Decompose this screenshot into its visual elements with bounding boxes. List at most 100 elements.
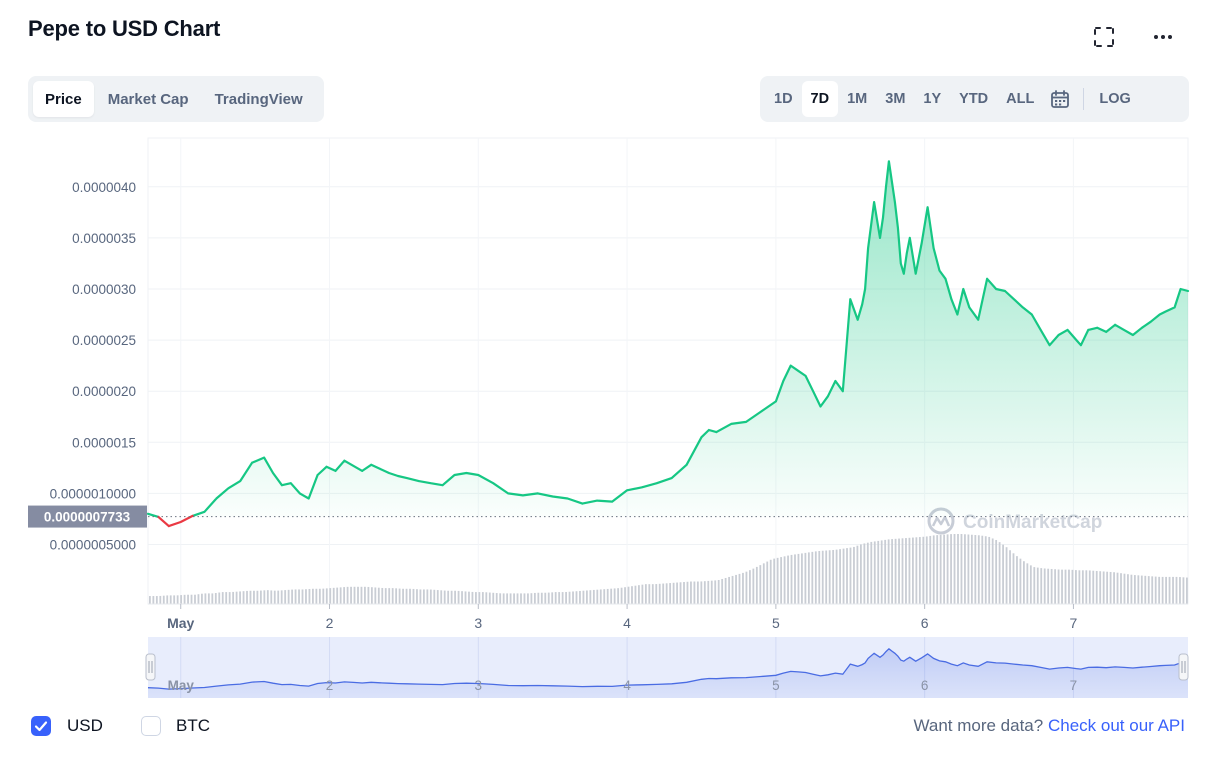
- volume-bar: [807, 552, 810, 604]
- range-1d[interactable]: 1D: [774, 91, 793, 107]
- coinmarketcap-logo-mark: [931, 515, 951, 527]
- volume-bar: [929, 535, 932, 604]
- volume-bar: [1054, 569, 1057, 604]
- volume-bar: [554, 592, 557, 604]
- calendar-icon[interactable]: [1043, 81, 1077, 117]
- range-ytd[interactable]: YTD: [959, 91, 989, 107]
- volume-bar: [530, 593, 533, 604]
- volume-bar: [384, 588, 387, 604]
- volume-bar: [353, 586, 356, 604]
- volume-bar: [422, 589, 425, 604]
- volume-bar: [759, 565, 762, 604]
- volume-bar: [1182, 577, 1185, 604]
- volume-bar: [440, 590, 443, 604]
- volume-bar: [194, 594, 196, 604]
- volume-bar: [280, 590, 283, 604]
- volume-bar: [738, 573, 741, 604]
- volume-bar: [520, 593, 522, 604]
- volume-bar: [627, 586, 630, 604]
- volume-bar: [1123, 573, 1126, 604]
- volume-bar: [232, 591, 235, 604]
- volume-bar: [176, 595, 179, 604]
- volume-bar: [485, 592, 488, 604]
- log-scale-toggle[interactable]: LOG: [1099, 91, 1131, 107]
- volume-bar: [1140, 575, 1143, 604]
- navigator-handle-right[interactable]: [1178, 653, 1189, 681]
- volume-bar: [1033, 567, 1036, 604]
- volume-bar: [859, 544, 862, 604]
- volume-bar: [201, 593, 203, 604]
- usd-checkbox[interactable]: [31, 716, 51, 736]
- range-3m[interactable]: 3M: [885, 91, 906, 107]
- volume-bar: [683, 582, 685, 604]
- volume-bar: [603, 589, 606, 604]
- volume-bar: [197, 594, 200, 604]
- range-1m[interactable]: 1M: [847, 91, 868, 107]
- volume-bar: [912, 537, 914, 604]
- volume-bar: [1130, 574, 1133, 604]
- volume-bar: [1009, 550, 1011, 604]
- volume-bar: [1133, 575, 1136, 604]
- volume-bar: [669, 583, 672, 604]
- range-all[interactable]: ALL: [1006, 91, 1035, 107]
- volume-bar: [905, 538, 907, 604]
- volume-bar: [662, 583, 665, 604]
- volume-bar: [801, 553, 803, 604]
- volume-bar: [374, 587, 377, 604]
- reference-price-label: 0.0000007733: [44, 510, 131, 525]
- btc-checkbox[interactable]: [141, 716, 161, 736]
- volume-bar: [1075, 570, 1077, 604]
- volume-bar: [169, 595, 172, 604]
- volume-bar: [187, 594, 189, 604]
- btc-label: BTC: [176, 716, 210, 735]
- tab-market-cap[interactable]: Market Cap: [107, 90, 189, 108]
- volume-bar: [672, 582, 675, 604]
- volume-bar: [870, 541, 873, 604]
- volume-bar: [388, 588, 391, 604]
- navigator-handle-left[interactable]: [145, 653, 156, 681]
- volume-bar: [1002, 544, 1004, 604]
- volume-bar: [638, 585, 640, 604]
- y-tick-label: 0.0000005000: [50, 538, 136, 553]
- volume-bar: [728, 576, 730, 604]
- volume-bar: [676, 582, 678, 604]
- navigator-tick-label: 5: [772, 678, 780, 693]
- volume-bar: [253, 590, 255, 604]
- volume-bar: [853, 546, 855, 604]
- volume-bar: [273, 590, 276, 604]
- range-navigator[interactable]: May 2 3 4 5 6 7: [145, 637, 1189, 698]
- volume-bars: [149, 534, 1188, 604]
- navigator-area: [148, 648, 1188, 698]
- volume-bar: [766, 561, 769, 604]
- y-tick-label: 0.0000020: [72, 384, 136, 399]
- volume-bar: [350, 586, 352, 604]
- volume-bar: [565, 591, 567, 604]
- navigator-line: [147, 647, 1189, 690]
- more-horizontal-icon[interactable]: [1150, 24, 1176, 50]
- volume-bar: [1186, 577, 1188, 604]
- x-tick-label: 6: [921, 615, 929, 631]
- y-tick-label: 0.0000025: [72, 333, 136, 348]
- volume-bar: [814, 551, 817, 604]
- volume-bar: [707, 580, 710, 604]
- more-data-text: Want more data? Check out our API: [913, 716, 1185, 736]
- volume-bar: [752, 568, 755, 604]
- range-1y[interactable]: 1Y: [923, 91, 942, 107]
- range-7d[interactable]: 7D: [801, 81, 839, 117]
- volume-bar: [1172, 576, 1174, 604]
- volume-bar: [936, 535, 939, 604]
- volume-bar: [426, 589, 429, 604]
- volume-bar: [735, 574, 737, 604]
- tab-price[interactable]: Price: [33, 81, 94, 117]
- tab-tradingview[interactable]: TradingView: [214, 90, 303, 108]
- volume-bar: [398, 588, 401, 604]
- volume-bar: [1050, 568, 1053, 604]
- volume-bar: [433, 589, 436, 604]
- fullscreen-icon[interactable]: [1091, 24, 1117, 50]
- volume-bar: [277, 590, 280, 604]
- volume-bar: [1154, 576, 1157, 604]
- volume-bar: [471, 591, 474, 604]
- x-tick-label: 7: [1070, 615, 1078, 631]
- api-link[interactable]: Check out our API: [1047, 716, 1185, 735]
